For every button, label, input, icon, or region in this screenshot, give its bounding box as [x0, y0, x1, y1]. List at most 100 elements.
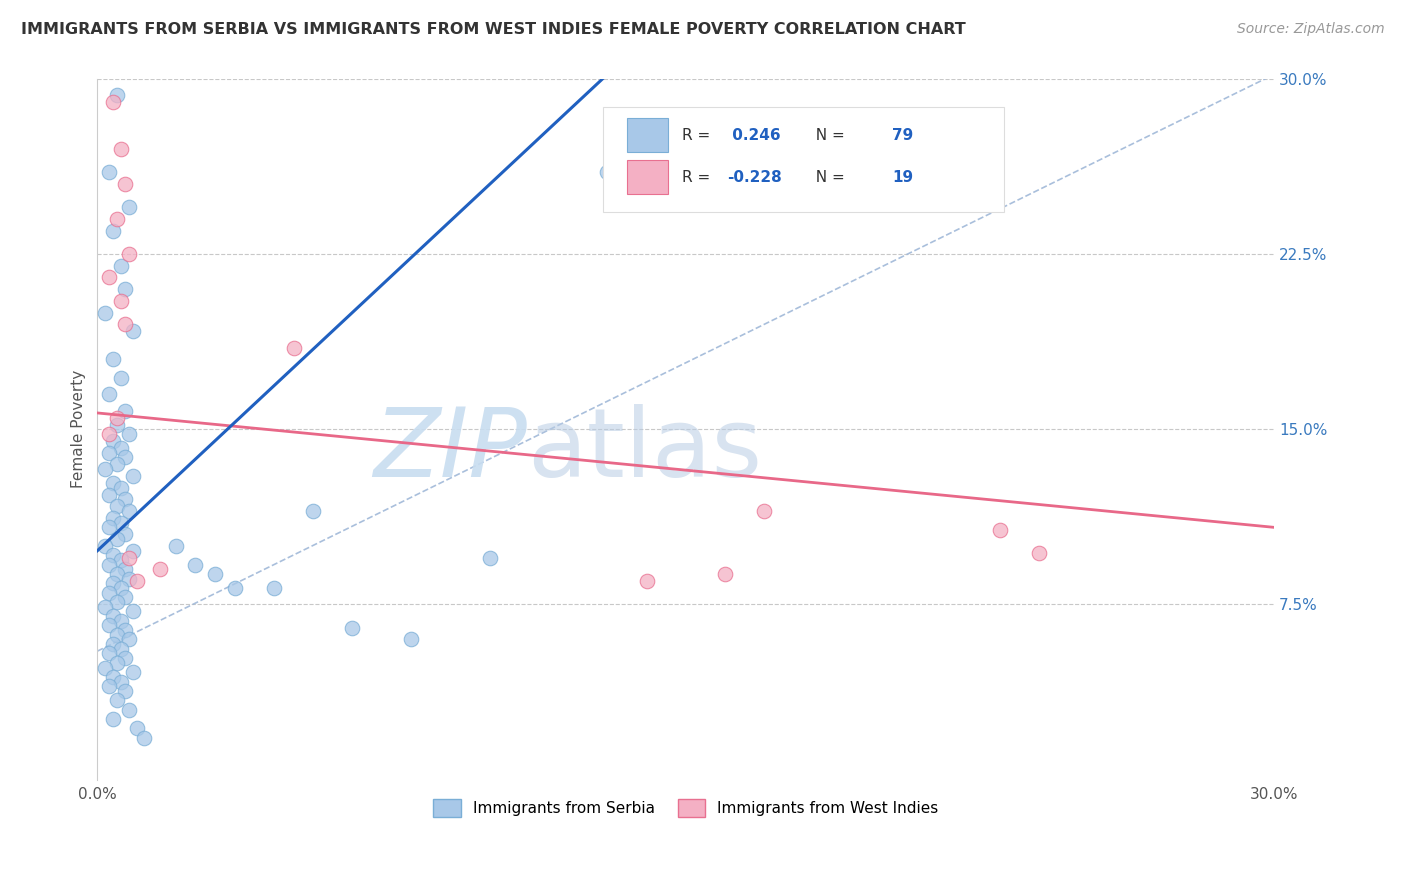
Point: [110, 581, 132, 595]
Point: [118, 247, 141, 261]
Point: [105, 628, 128, 642]
Point: [105, 88, 128, 103]
Point: [98, 165, 121, 179]
Point: [98, 488, 121, 502]
Point: [114, 651, 136, 665]
Point: [105, 567, 128, 582]
Point: [101, 95, 124, 110]
Point: [134, 731, 156, 745]
Point: [184, 558, 207, 572]
Point: [714, 567, 737, 582]
Text: N =: N =: [806, 169, 849, 185]
Point: [94, 660, 117, 674]
Point: [101, 609, 124, 624]
Point: [110, 142, 132, 156]
Text: N =: N =: [806, 128, 849, 143]
Point: [110, 674, 132, 689]
Text: Source: ZipAtlas.com: Source: ZipAtlas.com: [1237, 22, 1385, 37]
Point: [101, 511, 124, 525]
Point: [101, 549, 124, 563]
Point: [204, 567, 226, 582]
Point: [110, 481, 132, 495]
Point: [98, 387, 121, 401]
Point: [988, 523, 1011, 537]
Point: [101, 352, 124, 367]
Point: [110, 641, 132, 656]
Text: -0.228: -0.228: [727, 169, 782, 185]
Point: [118, 550, 141, 565]
Point: [110, 516, 132, 530]
Point: [114, 450, 136, 465]
Point: [114, 591, 136, 605]
Point: [94, 599, 117, 614]
Point: [636, 574, 658, 588]
Point: [110, 614, 132, 628]
Point: [98, 586, 121, 600]
Point: [105, 410, 128, 425]
Point: [98, 427, 121, 442]
Point: [121, 665, 143, 680]
Point: [114, 527, 136, 541]
Point: [101, 712, 124, 726]
Text: 19: 19: [891, 169, 912, 185]
Point: [1028, 546, 1050, 560]
Legend: Immigrants from Serbia, Immigrants from West Indies: Immigrants from Serbia, Immigrants from …: [426, 791, 946, 824]
Point: [98, 520, 121, 534]
Point: [98, 558, 121, 572]
Point: [114, 403, 136, 417]
Point: [105, 417, 128, 432]
Point: [114, 623, 136, 637]
Point: [94, 305, 117, 319]
Point: [110, 553, 132, 567]
FancyBboxPatch shape: [627, 119, 668, 152]
Point: [263, 581, 285, 595]
Point: [478, 550, 501, 565]
Point: [121, 324, 143, 338]
Point: [754, 504, 776, 518]
Point: [98, 270, 121, 285]
Point: [105, 656, 128, 670]
Point: [114, 282, 136, 296]
Point: [94, 539, 117, 553]
FancyBboxPatch shape: [627, 161, 668, 194]
Point: [101, 434, 124, 448]
Point: [101, 475, 124, 490]
Point: [118, 504, 141, 518]
Point: [114, 562, 136, 576]
Point: [114, 177, 136, 191]
Text: IMMIGRANTS FROM SERBIA VS IMMIGRANTS FROM WEST INDIES FEMALE POVERTY CORRELATION: IMMIGRANTS FROM SERBIA VS IMMIGRANTS FRO…: [21, 22, 966, 37]
Point: [302, 504, 325, 518]
Point: [118, 632, 141, 647]
Point: [118, 572, 141, 586]
Point: [149, 562, 172, 576]
Point: [224, 581, 246, 595]
Point: [105, 595, 128, 609]
Point: [121, 604, 143, 618]
Point: [101, 224, 124, 238]
Point: [110, 371, 132, 385]
Point: [105, 500, 128, 514]
Text: ZIP: ZIP: [373, 404, 527, 497]
Point: [118, 702, 141, 716]
Point: [165, 539, 187, 553]
Text: atlas: atlas: [527, 404, 762, 497]
Point: [105, 693, 128, 707]
Point: [114, 684, 136, 698]
Point: [121, 469, 143, 483]
Point: [110, 441, 132, 455]
Point: [596, 165, 619, 179]
Point: [118, 427, 141, 442]
Point: [399, 632, 422, 647]
Text: 79: 79: [891, 128, 912, 143]
Point: [98, 618, 121, 632]
Text: 0.246: 0.246: [727, 128, 780, 143]
Point: [114, 492, 136, 507]
Point: [101, 670, 124, 684]
Point: [98, 679, 121, 693]
FancyBboxPatch shape: [603, 107, 1004, 212]
Point: [125, 721, 148, 735]
Point: [342, 621, 364, 635]
Point: [114, 317, 136, 331]
Point: [121, 543, 143, 558]
Point: [110, 259, 132, 273]
